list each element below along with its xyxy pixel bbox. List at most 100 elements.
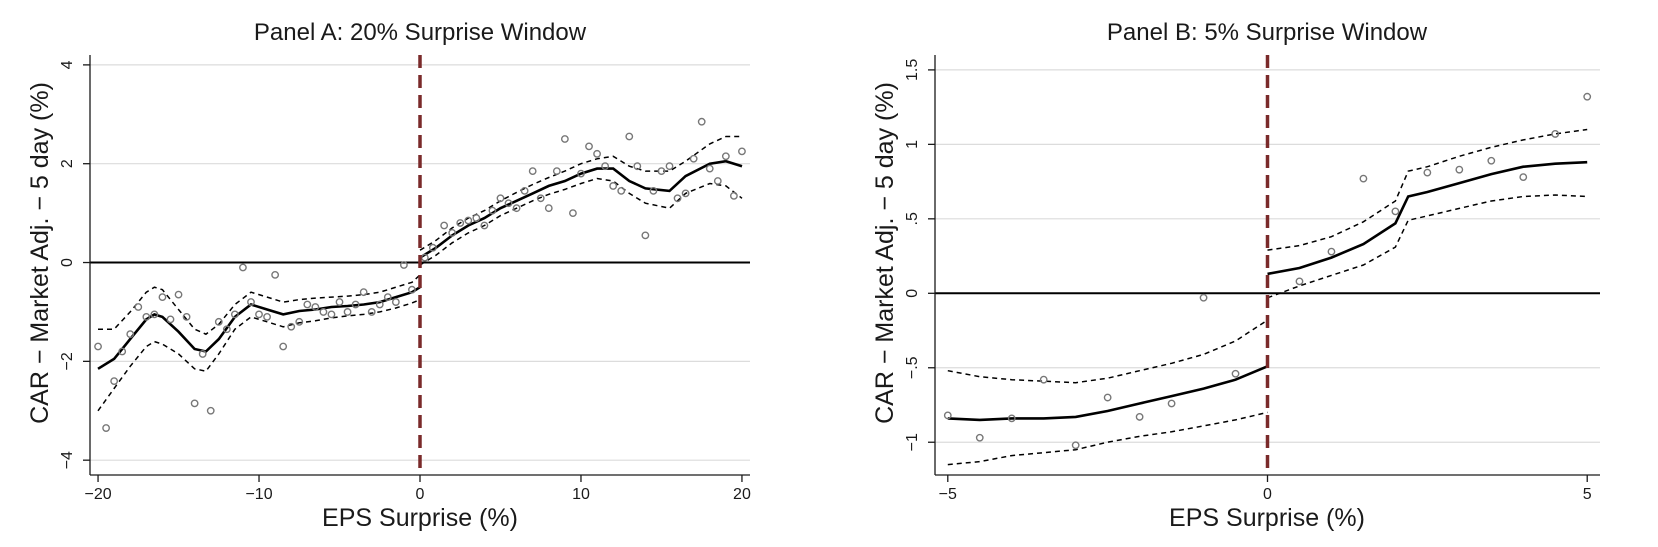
panel-a-ci-upper-left (98, 274, 421, 336)
panel-a-data-point (287, 322, 296, 331)
panel-b-data-point (1391, 207, 1400, 216)
panel-b-y-tick-label: 1.5 (904, 59, 921, 81)
panel-b-y-tick-label: 0 (904, 289, 921, 298)
panel-a-data-point (375, 300, 384, 309)
panel-a-data-point (504, 199, 513, 208)
panel-a-data-point (126, 330, 135, 339)
panel-a-data-point (271, 270, 280, 279)
panel-b-data-point (1327, 247, 1336, 256)
panel-a-data-point (279, 342, 288, 351)
panel-a-data-point (335, 298, 344, 306)
panel-a-data-point (488, 206, 497, 215)
panel-a-data-point (649, 186, 658, 195)
panel-a-data-point (428, 243, 437, 252)
panel-a-data-point (577, 169, 585, 178)
panel-a-data-point (448, 228, 457, 237)
panel-b-x-tick-label: 5 (1583, 486, 1592, 503)
panel-a-data-point (174, 290, 183, 299)
panel-a-data-point (142, 312, 151, 321)
panel-a-data-point (206, 406, 215, 415)
panel-a-data-point (343, 308, 352, 316)
panel-a-data-point (569, 209, 577, 218)
panel-a-data-point (359, 288, 368, 297)
panel-a-data-point (464, 216, 473, 225)
panel-a-fit-line-left (97, 286, 421, 370)
panel-a-data-point (158, 293, 167, 302)
panel-a-data-point (730, 191, 738, 200)
panel-b-data-point (975, 433, 984, 442)
panel-a-data-point (230, 310, 239, 319)
panel-a-data-point (255, 310, 263, 319)
panel-a-x-tick-label: 10 (572, 486, 590, 503)
panel-b-data-point (1519, 173, 1528, 182)
panel-a-x-tick-label: 0 (416, 486, 425, 503)
panel-a-data-point (641, 231, 650, 240)
panel-a-data-point (319, 308, 328, 316)
panel-a-data-point (102, 424, 110, 432)
panel-a-data-point (182, 312, 191, 321)
panel-b-data-point (1135, 413, 1144, 421)
panel-b-y-tick-label: 1 (904, 140, 921, 149)
panel-a-data-point (721, 152, 730, 161)
panel-a-y-tick-label: 0 (59, 258, 76, 267)
panel-a-data-point (520, 186, 529, 195)
panel-a-x-tick-label: −10 (245, 486, 272, 503)
panel-a-data-point (609, 182, 618, 190)
panel-a-data-point (705, 164, 714, 173)
panel-a-data-point (118, 347, 127, 356)
panel-a-y-tick-label: 2 (59, 159, 76, 168)
panel-b-y-tick-label: −.5 (904, 356, 921, 379)
panel-b-data-point (1007, 414, 1016, 423)
panel-a-data-point (681, 189, 690, 198)
panel-b-data-point (1359, 174, 1368, 183)
panel-a-data-point (303, 300, 312, 309)
panel-a-data-point (552, 167, 561, 176)
panel-a-data-point (190, 399, 199, 408)
panel-a: Panel A: 20% Surprise Window EPS Surpris… (26, 19, 751, 532)
panel-b: Panel B: 5% Surprise Window EPS Surprise… (871, 19, 1600, 532)
panel-a-data-point (480, 221, 489, 230)
panel-a-data-point (94, 342, 102, 351)
panel-a-data-point (327, 310, 336, 319)
panel-a-data-point (713, 177, 722, 185)
panel-b-y-tick-label: .5 (904, 212, 921, 225)
panel-b-fit-line-right (1267, 160, 1588, 276)
panel-a-data-point (665, 162, 674, 171)
panel-b-y-axis-label: CAR − Market Adj. − 5 day (%) (871, 82, 899, 424)
panel-a-data-point (601, 162, 610, 171)
panel-a-y-tick-label: 4 (59, 60, 76, 69)
panel-a-data-point (560, 135, 569, 143)
panel-a-data-point (512, 204, 521, 213)
panel-a-data-point (689, 154, 698, 163)
panel-b-data-point (1423, 168, 1432, 177)
panel-b-data-point (1071, 441, 1080, 450)
panel-a-data-point (408, 285, 416, 294)
panel-a-data-point (351, 300, 360, 309)
panel-a-data-point (585, 142, 593, 151)
panel-a-data-point (400, 261, 408, 269)
panel-a-data-point (544, 204, 553, 213)
panel-a-y-tick-label: −2 (59, 352, 76, 370)
panel-b-data-point (1583, 92, 1592, 101)
panel-b-ci-lower-right (1267, 194, 1588, 299)
panel-a-ci-upper-right (419, 135, 742, 251)
panel-a-data-point (247, 298, 255, 306)
panel-a-data-point (697, 117, 706, 126)
panel-b-data-point (1551, 130, 1560, 138)
panel-a-data-point (391, 298, 400, 306)
panel-a-data-point (295, 317, 304, 326)
panel-a-data-point (166, 315, 175, 324)
panel-a-title: Panel A: 20% Surprise Window (254, 19, 587, 46)
panel-b-data-point (1103, 393, 1112, 402)
panel-a-data-point (673, 194, 682, 203)
panel-a-data-point (496, 194, 505, 203)
panel-a-data-point (367, 308, 376, 316)
panel-a-ci-lower-right (419, 177, 743, 266)
panel-a-data-point (536, 194, 545, 203)
panel-a-ci-lower-left (97, 298, 421, 412)
panel-a-data-point (222, 325, 231, 334)
panel-b-data-point (1295, 277, 1304, 286)
panel-b-data-point (1199, 293, 1208, 302)
panel-a-data-point (134, 303, 143, 311)
